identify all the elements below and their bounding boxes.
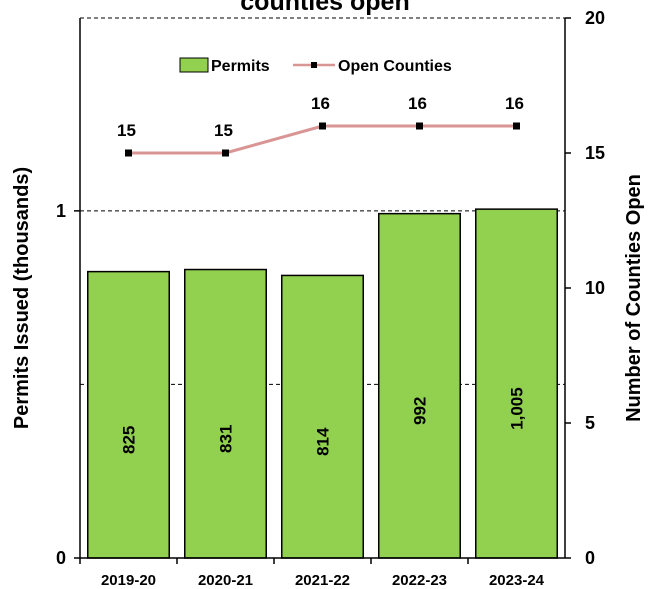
- legend-permits-label: Permits: [211, 58, 270, 75]
- open-counties-series-line: [128, 124, 517, 155]
- bar-2022-23: [378, 212, 461, 559]
- legend-permits-swatch: [179, 57, 209, 73]
- bar-label-2022-23: 992: [411, 397, 430, 425]
- x-tick-2023-24: 2023-24: [489, 572, 545, 589]
- y-right-tick-5: 5: [585, 413, 595, 433]
- y-right-axis-title: Number of Counties Open: [623, 174, 645, 422]
- bar-2020-21: [184, 268, 267, 559]
- open-counties-label-2023-24: 16: [505, 94, 524, 113]
- open-counties-label-2020-21: 15: [214, 121, 233, 140]
- open-counties-label-2022-23: 16: [408, 94, 427, 113]
- open-counties-line: 15 15 16 16 16: [117, 94, 524, 157]
- y-right-tick-0: 0: [585, 548, 595, 568]
- open-counties-point-2020-21: [222, 149, 229, 157]
- open-counties-point-2022-23: [416, 122, 423, 130]
- bar-label-2020-21: 831: [217, 425, 236, 453]
- x-tick-2020-21: 2020-21: [198, 572, 253, 589]
- bar-2021-22: [281, 274, 364, 559]
- legend-open-counties-label: Open Counties: [338, 58, 452, 75]
- x-tick-2019-20: 2019-20: [101, 572, 156, 589]
- open-counties-label-2021-22: 16: [311, 94, 330, 113]
- chart-title: counties open: [240, 0, 409, 16]
- bar-2019-20: [87, 270, 170, 559]
- y-left-axis-title: Permits Issued (thousands): [11, 167, 33, 429]
- legend: Permits Open Counties: [179, 57, 452, 75]
- open-counties-point-2021-22: [319, 122, 326, 130]
- open-counties-point-2019-20: [125, 149, 132, 157]
- bar-label-2021-22: 814: [314, 427, 333, 456]
- bar-label-2023-24: 1,005: [508, 387, 527, 430]
- x-tick-2021-22: 2021-22: [295, 572, 350, 589]
- y-right-tick-15: 15: [585, 143, 605, 163]
- legend-open-counties-marker: [311, 62, 317, 68]
- y-right-tick-10: 10: [585, 278, 605, 298]
- open-counties-label-2019-20: 15: [117, 121, 136, 140]
- y-left-tick-1: 1: [56, 201, 66, 221]
- bar-label-2019-20: 825: [120, 426, 139, 454]
- open-counties-point-2023-24: [513, 122, 520, 130]
- y-left-tick-0: 0: [56, 548, 66, 568]
- y-right-tick-20: 20: [585, 8, 605, 28]
- bars: [87, 208, 558, 559]
- bar-labels: 825 831 814 992 1,005: [120, 387, 527, 456]
- bar-2023-24: [475, 208, 558, 559]
- x-tick-2022-23: 2022-23: [392, 572, 447, 589]
